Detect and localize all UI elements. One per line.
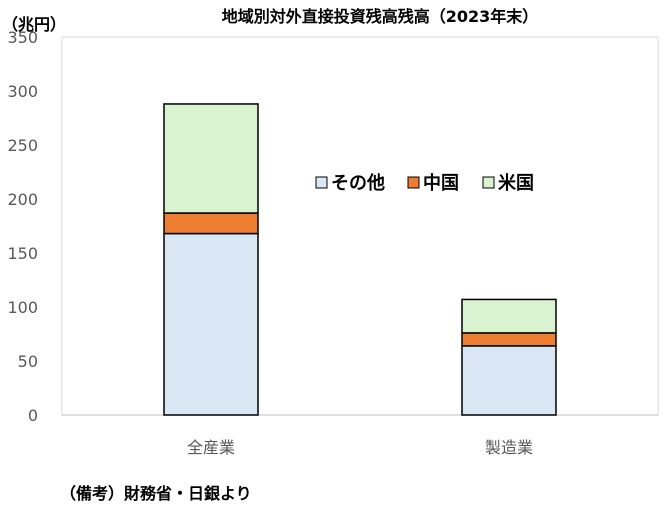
bars — [163, 103, 557, 416]
bar-segment-us — [461, 298, 557, 334]
y-tick-label: 350 — [7, 28, 38, 47]
x-axis-ticks: 全産業 製造業 — [187, 438, 533, 457]
bar-segment-other — [163, 232, 259, 416]
y-axis-ticks: 0 50 100 150 200 250 300 350 — [7, 28, 38, 425]
legend-swatch — [315, 176, 328, 189]
bar-segment-china — [163, 212, 259, 235]
x-tick-label: 製造業 — [485, 438, 533, 457]
bar-segment-us — [163, 103, 259, 214]
legend-swatch — [407, 176, 420, 189]
chart-title: 地域別対外直接投資残高残高（2023年末） — [222, 7, 539, 26]
y-tick-label: 100 — [7, 298, 38, 317]
y-tick-label: 200 — [7, 190, 38, 209]
legend-label: 米国 — [498, 172, 534, 194]
legend: その他 中国 米国 — [315, 172, 534, 194]
legend-label: 中国 — [423, 172, 459, 194]
bar-segment-china — [461, 332, 557, 347]
source-note: （備考）財務省・日銀より — [60, 484, 252, 503]
y-tick-label: 0 — [28, 406, 38, 425]
y-tick-label: 250 — [7, 136, 38, 155]
bar-segment-other — [461, 345, 557, 416]
legend-swatch — [482, 176, 495, 189]
x-tick-label: 全産業 — [187, 438, 235, 457]
legend-label: その他 — [331, 172, 385, 194]
y-tick-label: 50 — [18, 352, 38, 371]
y-tick-label: 300 — [7, 82, 38, 101]
y-axis-unit-label: （兆円） — [2, 15, 66, 34]
plot-area-border — [61, 36, 659, 416]
y-tick-label: 150 — [7, 244, 38, 263]
